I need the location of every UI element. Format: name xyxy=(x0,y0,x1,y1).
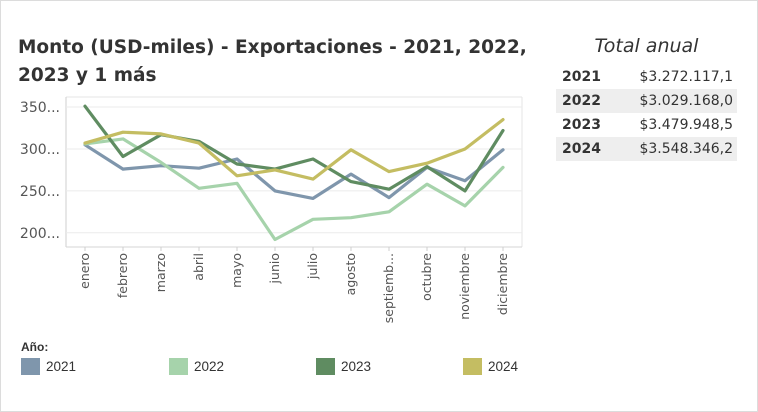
y-tick-label: 300... xyxy=(20,142,60,158)
y-tick-label: 250... xyxy=(20,184,60,200)
y-tick-label: 350... xyxy=(20,100,60,116)
series-line-2022 xyxy=(83,137,505,242)
legend-swatch-2021 xyxy=(21,357,40,375)
y-tick-label: 200... xyxy=(20,226,60,242)
total-value: $3.029.168,0 xyxy=(639,93,733,109)
total-year: 2024 xyxy=(562,141,601,157)
total-value: $3.479.948,5 xyxy=(639,117,733,133)
legend-label-2024: 2024 xyxy=(488,358,519,374)
legend-swatch-2024 xyxy=(463,357,482,375)
x-tick-label: marzo xyxy=(153,253,168,292)
x-tick-label: octubre xyxy=(419,253,434,301)
total-row[interactable]: 2023 $3.479.948,5 xyxy=(556,113,737,137)
chart-title: Monto (USD-miles) - Exportaciones - 2021… xyxy=(18,37,527,86)
x-tick-label: junio xyxy=(267,253,282,284)
x-tick-label: enero xyxy=(77,253,92,289)
total-value: $3.272.117,1 xyxy=(639,69,733,85)
legend-item-2021[interactable]: 2021 xyxy=(21,357,76,375)
x-tick-label: diciembre xyxy=(495,253,510,315)
x-tick-label: septiemb... xyxy=(381,253,396,323)
series-line-2024 xyxy=(83,117,505,181)
legend-title: Año: xyxy=(21,340,49,354)
total-year: 2021 xyxy=(562,69,601,85)
total-row[interactable]: 2024 $3.548.346,2 xyxy=(556,137,737,161)
legend-swatch-2023 xyxy=(316,357,335,375)
x-tick-label: abril xyxy=(191,253,206,281)
x-tick-label: mayo xyxy=(229,253,244,288)
legend-item-2023[interactable]: 2023 xyxy=(316,357,371,375)
legend-label-2021: 2021 xyxy=(46,358,77,374)
legend-item-2024[interactable]: 2024 xyxy=(463,357,518,375)
total-year: 2023 xyxy=(562,117,601,133)
legend-swatch-2022 xyxy=(169,357,188,375)
total-row[interactable]: 2021 $3.272.117,1 xyxy=(556,65,737,89)
total-row[interactable]: 2022 $3.029.168,0 xyxy=(556,89,737,113)
legend-item-2022[interactable]: 2022 xyxy=(169,357,224,375)
total-title: Total anual xyxy=(594,35,699,57)
x-tick-label: febrero xyxy=(115,253,130,298)
total-year: 2022 xyxy=(562,93,601,109)
x-tick-label: noviembre xyxy=(457,253,472,320)
legend: Año: 2021 2022 2023 2024 xyxy=(21,340,541,390)
legend-label-2023: 2023 xyxy=(341,358,372,374)
series-line-2023 xyxy=(83,104,505,193)
total-value: $3.548.346,2 xyxy=(639,141,733,157)
total-table: 2021 $3.272.117,1 2022 $3.029.168,0 2023… xyxy=(556,65,737,161)
x-tick-label: agosto xyxy=(343,253,358,295)
total-panel: Total anual 2021 $3.272.117,1 2022 $3.02… xyxy=(556,34,737,161)
x-tick-label: julio xyxy=(305,253,320,280)
legend-label-2022: 2022 xyxy=(194,358,225,374)
